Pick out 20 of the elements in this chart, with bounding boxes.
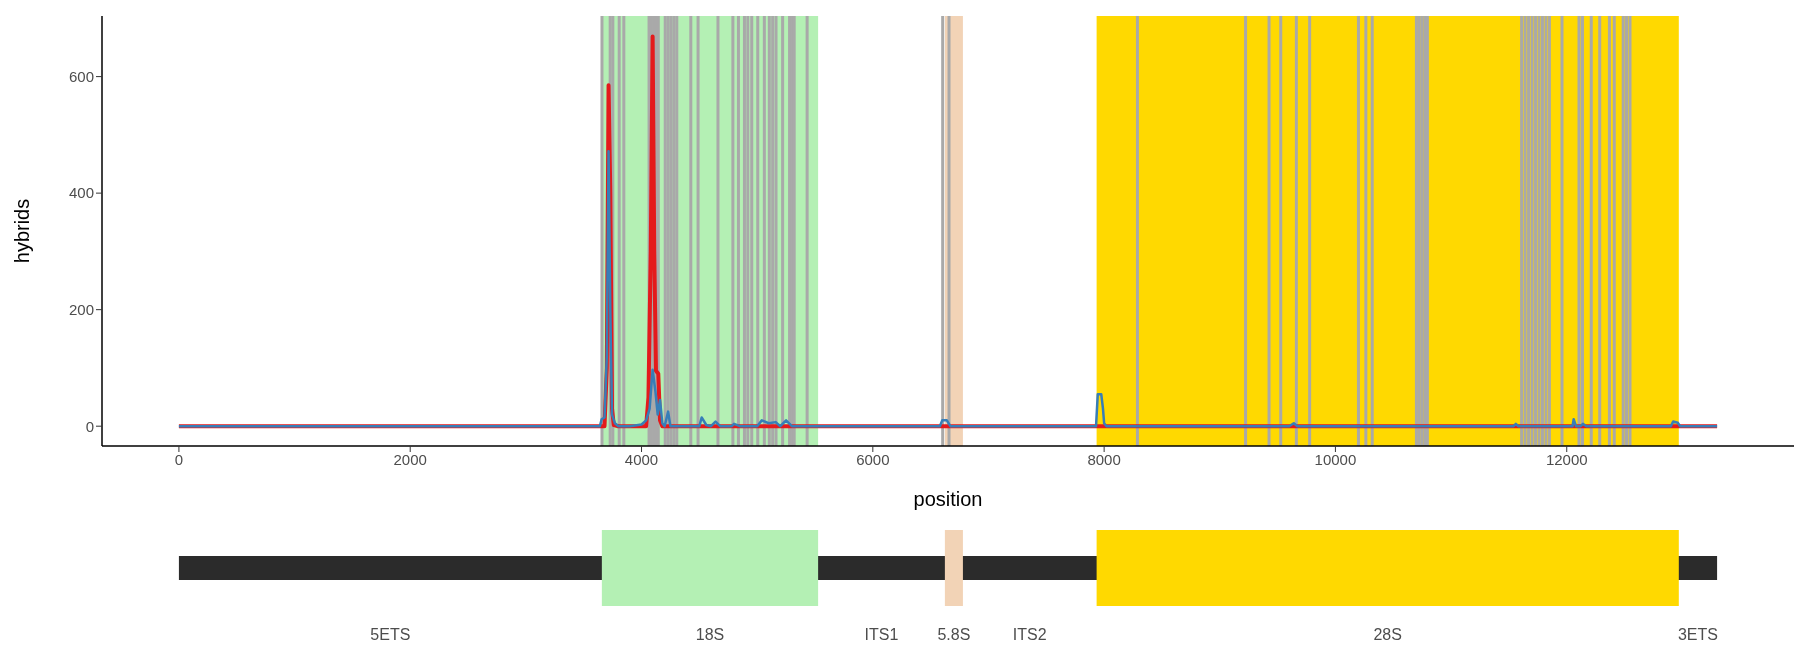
x-tick-label: 6000 (856, 450, 890, 468)
x-axis-title: position (913, 488, 983, 510)
x-tick-label: 12000 (1545, 450, 1588, 468)
x-tick-label: 8000 (1087, 450, 1121, 468)
y-tick-label: 400 (68, 184, 94, 202)
x-tick-label: 10000 (1314, 450, 1357, 468)
text: 5.8S (937, 626, 971, 643)
x-tick-label: 4000 (624, 450, 659, 468)
x-tick-label: 2000 (393, 450, 427, 468)
text: ITS2 (1012, 626, 1047, 643)
y-tick-label: 600 (68, 67, 94, 85)
y-axis-title: hybrids (11, 198, 34, 264)
x-tick-label: 0 (174, 450, 184, 468)
y-tick-label: 200 (68, 300, 94, 318)
text: 3ETS (1677, 626, 1718, 643)
text: 28S (1373, 626, 1402, 643)
text: 5ETS (370, 626, 411, 643)
text: 18S (695, 626, 725, 643)
text: ITS1 (864, 626, 899, 643)
y-tick-label: 0 (85, 417, 94, 435)
